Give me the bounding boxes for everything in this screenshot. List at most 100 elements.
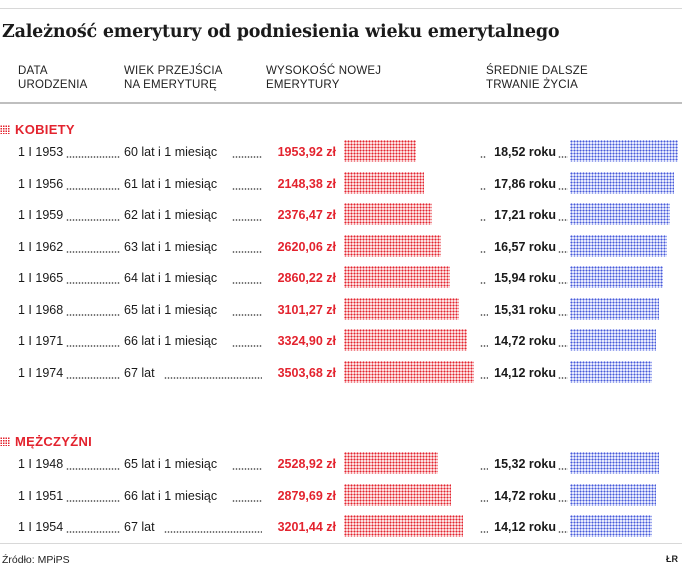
pension-value-label: 2620,06 zł [277,239,336,254]
leader-dots [164,376,262,379]
retirement-age: 67 lat [124,520,155,534]
leader-dots [232,250,262,253]
life-expectancy-label: 18,52 roku [494,145,556,159]
pension-value-label: 2879,69 zł [277,488,336,503]
footer-rule [0,543,682,544]
life-expectancy-label: 16,57 roku [494,239,556,254]
pension-value-label: 3201,44 zł [277,520,336,534]
leader-dots [232,468,262,470]
pension-bar [344,203,432,225]
leader-dots [558,156,568,158]
leader-dots [232,282,262,284]
pension-bar [344,452,438,474]
life-expectancy-bar [570,140,678,162]
pension-bar [344,329,467,351]
leader-dots [66,313,120,316]
pension-value-label: 2148,38 zł [277,176,336,191]
pension-bar [344,140,416,162]
chart-title: Zależność emerytury od podniesienia wiek… [2,22,560,42]
life-expectancy-label: 14,72 roku [494,334,556,348]
leader-dots [480,531,488,533]
life-expectancy-label: 14,12 roku [494,365,556,380]
table-row: 1 I 1956 61 lat i 1 miesiąc 2148,38 zł 17,8… [0,168,682,200]
pension-value-label: 1953,92 zł [277,145,336,159]
leader-dots [558,250,568,253]
leader-dots [66,345,120,347]
header-life-expectancy: ŚREDNIE DALSZE TRWANIE ŻYCIA [486,65,588,91]
leader-dots [558,376,568,379]
pension-value-label: 2376,47 zł [277,208,336,222]
pension-bar [344,297,459,320]
pension-bar [344,171,424,194]
pension-bar [344,483,451,506]
table-row: 1 I 1965 64 lat i 1 miesiąc 2860,22 zł 15,9… [0,262,682,294]
leader-dots [164,531,262,533]
leader-dots [558,499,568,502]
section-label: KOBIETY [15,121,75,137]
birth-date: 1 I 1948 [18,457,64,471]
leader-dots [480,156,486,158]
section-label: MĘŻCZYŹNI [15,433,93,449]
section-title: KOBIETY [0,121,75,137]
pension-bar [344,515,463,537]
life-expectancy-bar [570,297,659,320]
leader-dots [480,219,486,221]
leader-dots [66,282,120,284]
birth-date: 1 I 1965 [18,271,64,285]
pension-bar [344,266,450,288]
source-note: Źródło: MPiPS [2,554,70,566]
leader-dots [558,282,568,284]
retirement-age: 63 lat i 1 miesiąc [124,239,218,254]
life-expectancy-bar [570,171,674,194]
life-expectancy-bar [570,203,670,225]
table-row: 1 I 1974 67 lat 3503,68 zł 14,12 roku [0,357,682,389]
retirement-age: 60 lat i 1 miesiąc [124,145,218,159]
pension-value-label: 2528,92 zł [277,457,336,471]
retirement-age: 67 lat [124,365,155,380]
leader-dots [66,156,120,158]
leader-dots [480,250,486,253]
life-expectancy-bar [570,483,656,506]
life-expectancy-label: 15,32 roku [494,457,556,471]
pension-value-label: 3503,68 zł [277,365,336,380]
life-expectancy-label: 17,21 roku [494,208,556,222]
birth-date: 1 I 1962 [18,239,64,254]
leader-dots [480,282,486,284]
life-expectancy-label: 17,86 roku [494,176,556,191]
dot-grid-icon [0,436,10,446]
leader-dots [480,313,488,316]
life-expectancy-label: 14,12 roku [494,520,556,534]
birth-date: 1 I 1956 [18,176,64,191]
leader-dots [66,468,120,470]
life-expectancy-bar [570,266,663,288]
leader-dots [232,313,262,316]
leader-dots [480,345,488,347]
dot-grid-icon [0,124,10,134]
life-expectancy-bar [570,515,652,537]
leader-dots [232,219,262,221]
pension-bar [344,234,441,257]
row-list: 1 I 1953 60 lat i 1 miesiąc 1953,92 zł 18,5… [0,136,682,388]
leader-dots [558,219,568,221]
birth-date: 1 I 1951 [18,488,64,503]
header-rule [0,102,682,104]
leader-dots [66,187,120,190]
leader-dots [558,468,568,470]
birth-date: 1 I 1971 [18,334,64,348]
table-row: 1 I 1971 66 lat i 1 miesiąc 3324,90 zł 14,7… [0,325,682,357]
retirement-age: 65 lat i 1 miesiąc [124,302,218,317]
leader-dots [558,531,568,533]
leader-dots [232,187,262,190]
table-row: 1 I 1953 60 lat i 1 miesiąc 1953,92 zł 18,5… [0,136,682,168]
leader-dots [558,345,568,347]
table-row: 1 I 1948 65 lat i 1 miesiąc 2528,92 zł 15,3… [0,448,682,480]
leader-dots [232,156,262,158]
life-expectancy-label: 15,31 roku [494,302,556,317]
table-row: 1 I 1962 63 lat i 1 miesiąc 2620,06 zł 16,5… [0,231,682,263]
leader-dots [480,468,488,470]
birth-date: 1 I 1968 [18,302,64,317]
pension-value-label: 3101,27 zł [277,302,336,317]
leader-dots [480,499,488,502]
table-row: 1 I 1968 65 lat i 1 miesiąc 3101,27 zł 15,3… [0,294,682,326]
birth-date: 1 I 1959 [18,208,64,222]
